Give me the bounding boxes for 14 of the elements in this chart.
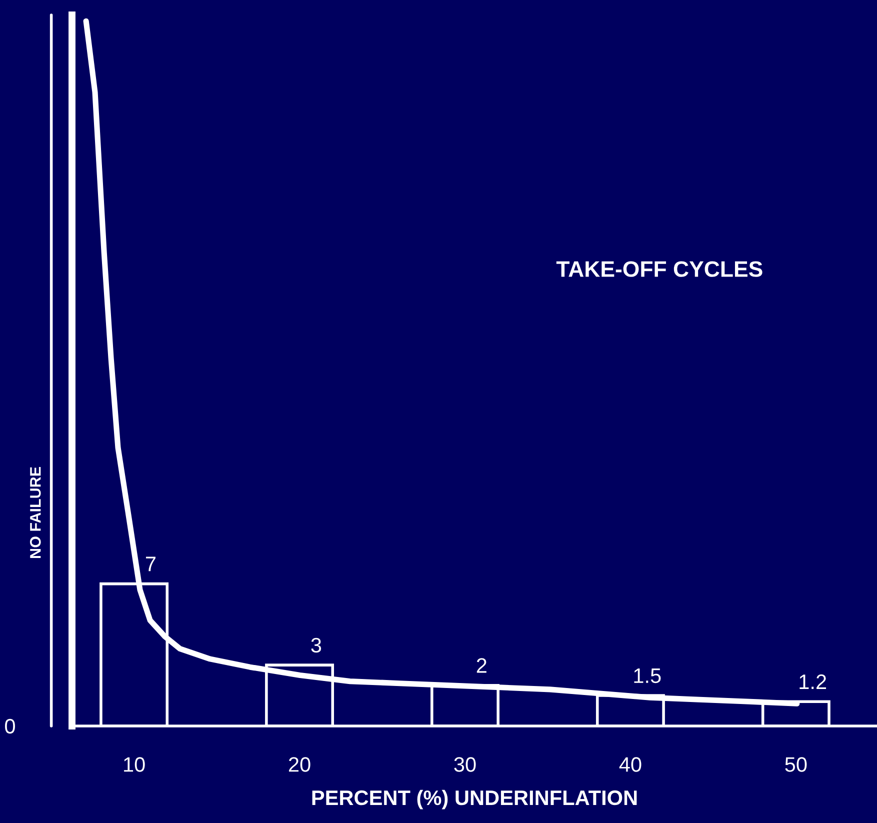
x-tick-label: 50 bbox=[785, 757, 807, 772]
x-tick-label: 10 bbox=[124, 757, 145, 772]
data-label: 1.5 bbox=[634, 668, 661, 684]
x-tick-label: 40 bbox=[619, 757, 642, 772]
data-label: 2 bbox=[476, 658, 486, 673]
data-label: 1.2 bbox=[800, 674, 826, 689]
data-label: 7 bbox=[146, 556, 156, 572]
text: 0 bbox=[5, 718, 15, 734]
x-tick-label: 30 bbox=[454, 757, 476, 772]
x-tick-label: 20 bbox=[288, 757, 310, 772]
annotation: TAKE-OFF CYCLES bbox=[556, 261, 762, 277]
data-label: 3 bbox=[311, 638, 322, 653]
x-axis-title: PERCENT (%) UNDERINFLATION bbox=[312, 790, 637, 810]
y-axis-title: NO FAILURE bbox=[30, 467, 41, 558]
